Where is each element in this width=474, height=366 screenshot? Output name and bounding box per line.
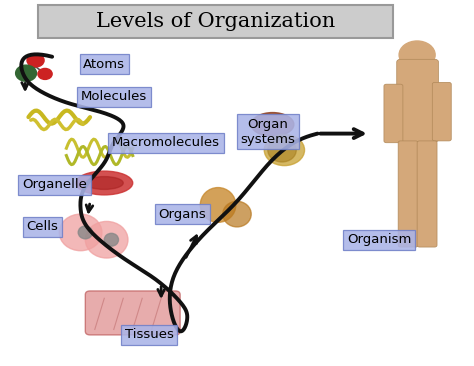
Text: Organs: Organs <box>159 208 206 221</box>
Text: Macromolecules: Macromolecules <box>112 136 220 149</box>
Ellipse shape <box>85 221 128 258</box>
Text: Levels of Organization: Levels of Organization <box>96 12 335 31</box>
Circle shape <box>16 65 36 81</box>
Circle shape <box>27 54 44 67</box>
Text: Atoms: Atoms <box>83 57 125 71</box>
FancyBboxPatch shape <box>85 291 180 335</box>
FancyBboxPatch shape <box>432 82 451 141</box>
Ellipse shape <box>264 134 304 165</box>
Text: Molecules: Molecules <box>81 90 147 104</box>
FancyBboxPatch shape <box>384 84 403 143</box>
Circle shape <box>399 41 435 69</box>
Ellipse shape <box>104 234 118 246</box>
Ellipse shape <box>85 177 123 190</box>
FancyBboxPatch shape <box>38 5 393 38</box>
Text: Organism: Organism <box>347 233 411 246</box>
Ellipse shape <box>78 226 92 239</box>
Ellipse shape <box>76 171 133 195</box>
Ellipse shape <box>223 201 251 227</box>
Text: Cells: Cells <box>27 220 59 234</box>
Text: Organ
systems: Organ systems <box>240 118 295 146</box>
Circle shape <box>38 68 52 79</box>
FancyBboxPatch shape <box>397 59 438 142</box>
Ellipse shape <box>251 113 294 137</box>
FancyBboxPatch shape <box>398 141 418 247</box>
Ellipse shape <box>59 214 102 251</box>
Ellipse shape <box>200 188 236 222</box>
Text: Tissues: Tissues <box>125 328 174 341</box>
Ellipse shape <box>268 138 296 162</box>
FancyBboxPatch shape <box>417 141 437 247</box>
Text: Organelle: Organelle <box>22 178 87 191</box>
